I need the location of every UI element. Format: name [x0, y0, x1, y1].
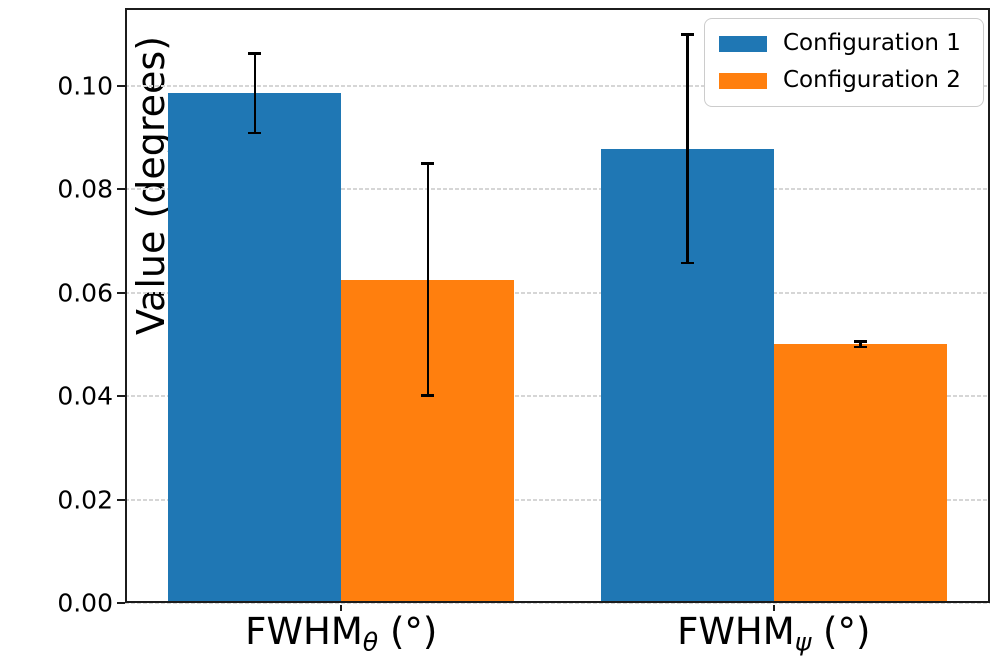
- error-bar-cap-top: [680, 33, 694, 36]
- x-tick-label-base: FWHM: [677, 610, 795, 653]
- error-bar-cap-bottom: [680, 261, 694, 265]
- error-bar: [253, 53, 256, 134]
- error-bar: [686, 34, 689, 264]
- legend-label-config1: Configuration 1: [783, 30, 961, 56]
- gridline: [125, 498, 990, 501]
- gridline: [125, 395, 990, 398]
- error-bar-cap-top: [421, 162, 435, 165]
- x-tick-label: FWHMθ (°): [245, 613, 437, 654]
- plot-area: Value (degrees) Configuration 1 Configur…: [57, 8, 990, 654]
- y-tick-mark: [117, 291, 125, 294]
- legend-swatch-config1: [719, 35, 767, 52]
- y-axis-label: Value (degrees): [129, 35, 173, 335]
- y-tick-mark: [117, 602, 125, 604]
- x-tick-label-subscript: ψ: [794, 627, 812, 657]
- legend-item-config1: Configuration 1: [719, 30, 969, 56]
- x-tick-label-subscript: θ: [362, 627, 379, 657]
- error-bar-cap-bottom: [853, 345, 867, 349]
- y-tick-label: 0.04: [57, 381, 113, 411]
- bar-configuration-1-cat1: [168, 93, 342, 603]
- y-tick-mark: [117, 84, 125, 87]
- gridline: [125, 291, 990, 294]
- y-tick-mark: [117, 498, 125, 501]
- gridline: [125, 188, 990, 191]
- x-tick-mark: [340, 605, 343, 611]
- legend-swatch-config2: [719, 72, 767, 89]
- error-bar-cap-bottom: [421, 394, 435, 397]
- y-tick-label: 0.06: [57, 278, 113, 308]
- x-tick-label-suffix: (°): [811, 610, 871, 653]
- y-tick-mark: [117, 395, 125, 398]
- x-tick-mark: [772, 605, 775, 611]
- gridline: [125, 602, 990, 604]
- x-tick-label-suffix: (°): [378, 610, 438, 653]
- y-tick-mark: [117, 188, 125, 191]
- bar-configuration-2-cat2: [773, 344, 947, 603]
- y-tick-label: 0.02: [57, 485, 113, 515]
- error-bar-cap-top: [248, 52, 262, 55]
- gridline: [125, 84, 990, 87]
- x-tick-label-base: FWHM: [245, 610, 363, 653]
- legend-label-config2: Configuration 2: [783, 67, 961, 94]
- y-tick-label: 0.10: [57, 71, 113, 101]
- legend-item-config2: Configuration 2: [719, 67, 969, 94]
- error-bar: [859, 341, 862, 347]
- error-bar-cap-top: [853, 340, 867, 343]
- x-tick-label: FWHMψ (°): [677, 613, 870, 654]
- y-tick-label: 0.08: [57, 174, 113, 204]
- error-bar: [426, 163, 429, 396]
- error-bar-cap-bottom: [248, 131, 262, 135]
- legend: Configuration 1 Configuration 2: [704, 18, 984, 107]
- y-tick-label: 0.00: [57, 588, 113, 618]
